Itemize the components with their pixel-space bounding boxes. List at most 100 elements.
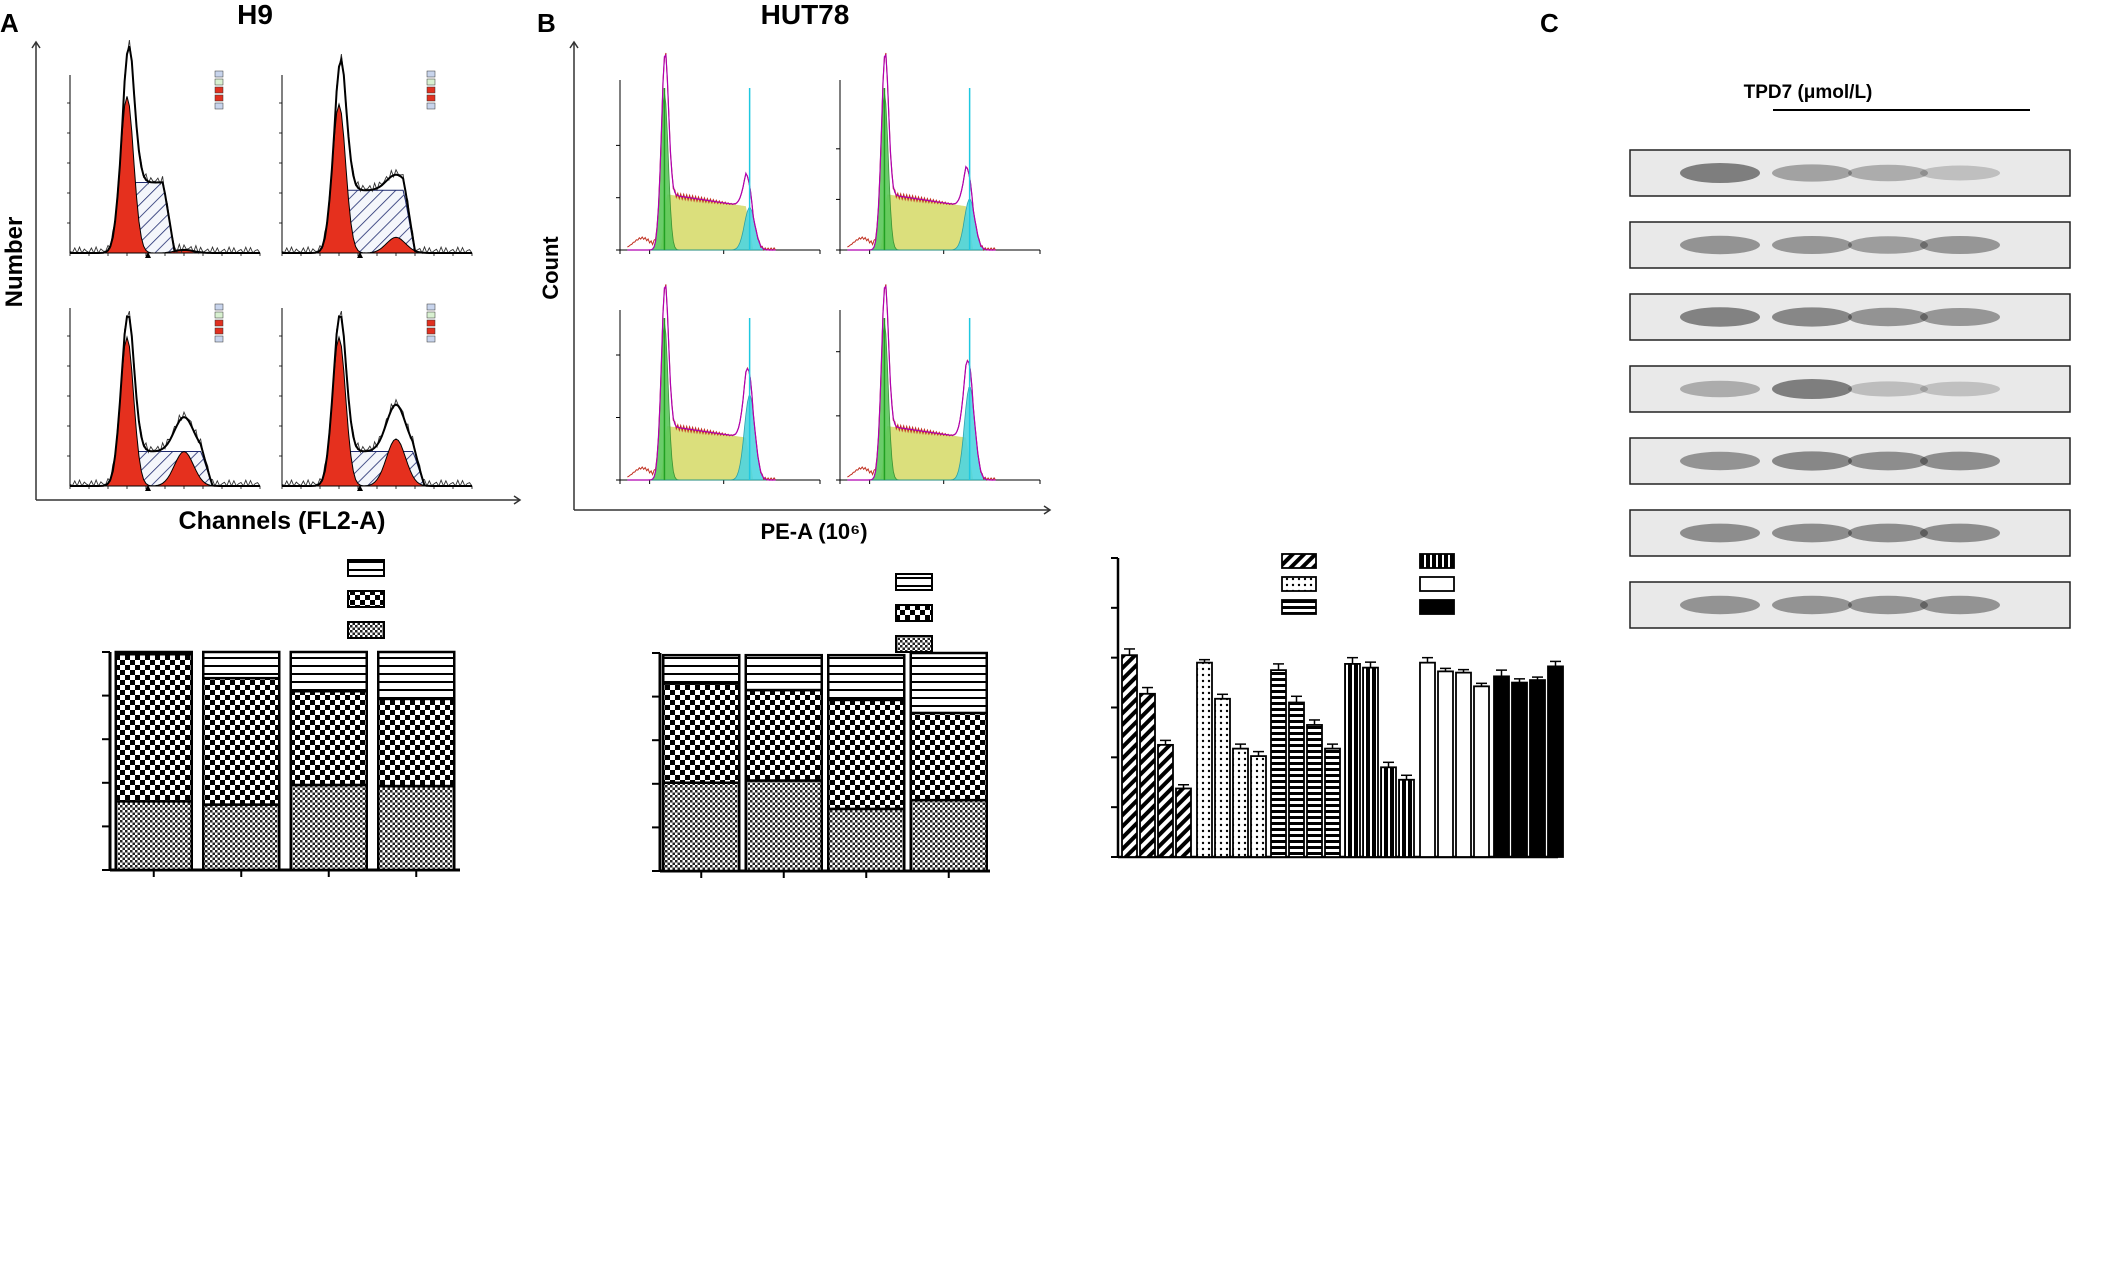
panel-a: A H9 Number Channels (FL2-A): [0, 0, 522, 535]
panel-c: C TPD7 (μmol/L): [1540, 8, 2071, 629]
panel-a-title: H9: [237, 0, 273, 30]
model-fit-line: [70, 315, 260, 487]
mini-legend-swatch: [214, 319, 224, 327]
panel-b-title: HUT78: [761, 0, 850, 30]
model-fit-line: [627, 285, 776, 481]
histogram-b-1: [836, 52, 1041, 254]
raw-histogram-line: [281, 54, 473, 255]
stacked-bar-chart-hut78: [652, 573, 990, 878]
legend-swatch: [347, 590, 385, 608]
blot-band: [1772, 164, 1852, 182]
mini-legend-swatch: [214, 102, 224, 110]
bar-segment: [827, 653, 906, 702]
blot-band: [1920, 165, 2000, 181]
blot-treatment-label: TPD7 (μmol/L): [1744, 82, 1873, 103]
bar: [1157, 743, 1174, 858]
legend-swatch: [1419, 576, 1455, 592]
mini-legend-swatch: [214, 327, 224, 335]
histogram-a-3: [279, 303, 473, 491]
bar: [1437, 670, 1454, 858]
panel-b-letter: B: [537, 8, 556, 38]
blot-band: [1772, 379, 1852, 399]
legend-swatch: [1281, 599, 1317, 615]
blot-band: [1848, 381, 1928, 397]
blot-band: [1920, 308, 2000, 326]
raw-histogram-line: [69, 310, 261, 488]
panel-b-x-arrow: [1043, 505, 1052, 515]
model-fit-line: [627, 53, 776, 251]
blot-band: [1848, 595, 1928, 615]
panel-b-x-label: PE-A (10⁶): [760, 519, 867, 544]
bar-segment: [744, 653, 823, 692]
model-fit-line: [282, 315, 472, 487]
legend-swatch: [1419, 599, 1455, 615]
panel-b-y-arrow: [569, 40, 579, 49]
blot-band: [1680, 523, 1760, 543]
panel-b-y-label: Count: [538, 236, 563, 300]
western-blot: [1629, 149, 2071, 629]
bar-segment: [202, 803, 281, 872]
blot-band: [1848, 451, 1928, 471]
blot-band: [1680, 451, 1760, 471]
blot-band: [1680, 163, 1760, 183]
bar-segment: [202, 676, 281, 806]
blot-strip: [1629, 221, 2071, 269]
bar-segment: [377, 650, 456, 701]
blot-strip: [1629, 509, 2071, 557]
bar-segment: [289, 783, 368, 872]
panel-a-letter: A: [0, 8, 19, 38]
histogram-a-1: [279, 54, 473, 258]
blot-strip: [1629, 581, 2071, 629]
mini-legend-swatch: [426, 86, 436, 94]
mini-legend-swatch: [426, 78, 436, 86]
blot-band: [1680, 235, 1760, 255]
stacked-bar-chart-h9: [102, 559, 460, 877]
model-fit-line: [847, 285, 996, 481]
legend-swatch: [895, 573, 933, 591]
bar-segment: [909, 711, 988, 802]
g2-peak-area: [627, 207, 776, 251]
blot-band: [1772, 523, 1852, 543]
histogram-b-0: [616, 52, 821, 254]
blot-band: [1772, 307, 1852, 327]
bar: [1288, 701, 1305, 858]
blot-band: [1680, 307, 1760, 327]
mini-legend-swatch: [426, 94, 436, 102]
gate-marker-icon: [145, 252, 151, 258]
bar-segment: [662, 781, 741, 873]
panel-a-histograms: [67, 40, 473, 491]
blot-band: [1848, 523, 1928, 543]
mini-legend-swatch: [426, 102, 436, 110]
blot-band: [1680, 380, 1760, 398]
s-phase-area: [282, 189, 472, 254]
blot-band: [1920, 523, 2000, 543]
mini-legend-swatch: [426, 319, 436, 327]
mini-legend-swatch: [214, 335, 224, 343]
blot-row: [1629, 365, 2071, 413]
panel-c-letter: C: [1540, 8, 1559, 38]
blot-band: [1680, 595, 1760, 615]
bar-segment: [377, 697, 456, 788]
bar: [1121, 654, 1138, 858]
mini-legend-swatch: [214, 86, 224, 94]
blot-band: [1920, 381, 2000, 397]
blot-band: [1920, 236, 2000, 254]
mini-legend-swatch: [214, 94, 224, 102]
bar: [1493, 675, 1510, 858]
bar-segment: [827, 698, 906, 811]
legend-swatch: [347, 621, 385, 639]
bar-segment: [744, 688, 823, 782]
bar-segment: [909, 798, 988, 873]
protein-expression-chart: [1111, 553, 1564, 859]
model-fit-line: [847, 53, 996, 251]
mini-legend-swatch: [214, 70, 224, 78]
bar-segment: [377, 784, 456, 872]
bar: [1511, 681, 1528, 858]
bar: [1547, 665, 1564, 858]
bar-segment: [114, 650, 193, 656]
blot-band: [1772, 236, 1852, 254]
blot-band: [1848, 164, 1928, 182]
legend-swatch: [895, 604, 933, 622]
g2-peak-area: [847, 199, 996, 251]
